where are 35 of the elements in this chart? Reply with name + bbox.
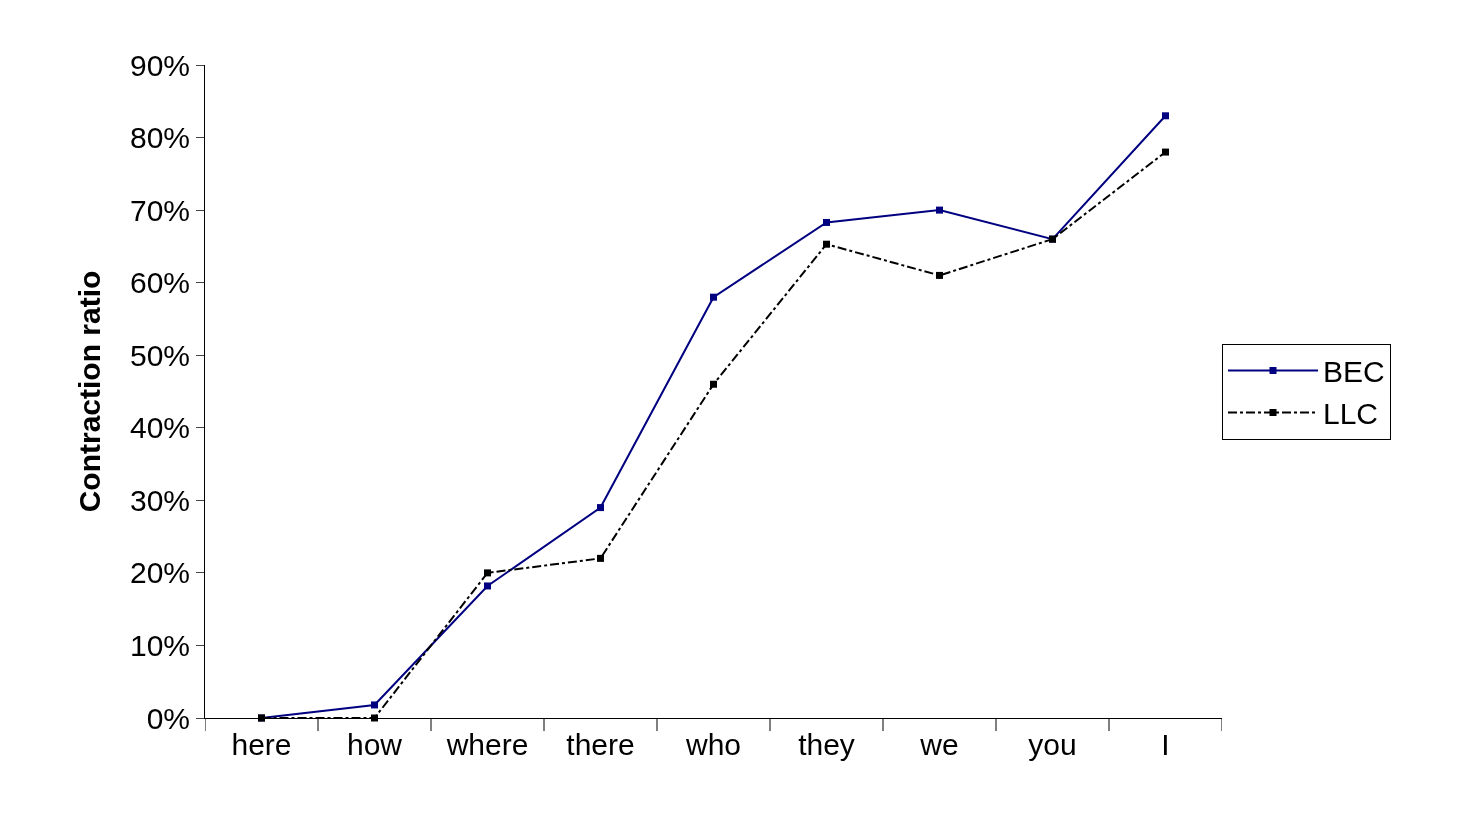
point — [484, 569, 491, 577]
legend-label: BEC — [1323, 355, 1385, 389]
y-tick-label: 0% — [146, 701, 190, 735]
x-tick-label: here — [231, 728, 292, 761]
y-tick-label: 70% — [129, 193, 190, 227]
point — [1162, 112, 1169, 120]
point — [484, 582, 491, 590]
point — [371, 701, 378, 709]
y-axis-title: Contraction ratio — [72, 270, 106, 513]
y-tick-label: 60% — [129, 266, 190, 300]
y-tick-label: 50% — [129, 338, 190, 372]
y-tick-label: 40% — [129, 411, 190, 445]
point — [1162, 148, 1169, 156]
x-tick-label: they — [798, 728, 855, 761]
y-tick-label: 90% — [129, 48, 190, 82]
point — [936, 206, 943, 214]
x-tick-label: there — [566, 728, 635, 761]
point — [936, 271, 943, 279]
x-tick-label: where — [445, 728, 529, 761]
point — [823, 240, 830, 248]
y-tick-label: 80% — [129, 121, 190, 155]
x-tick-label: how — [346, 728, 403, 761]
point — [710, 380, 717, 388]
y-tick-label: 10% — [129, 628, 190, 662]
x-tick-label: I — [1161, 728, 1170, 761]
x-tick-label: we — [919, 728, 959, 761]
x-tick-label: who — [684, 728, 742, 761]
point — [710, 293, 717, 301]
x-tick-label: you — [1028, 728, 1077, 761]
point — [597, 504, 604, 512]
legend-label: LLC — [1323, 397, 1379, 431]
point — [823, 218, 830, 226]
point — [597, 554, 604, 562]
y-tick-label: 30% — [129, 483, 190, 517]
y-tick-label: 20% — [129, 556, 190, 590]
